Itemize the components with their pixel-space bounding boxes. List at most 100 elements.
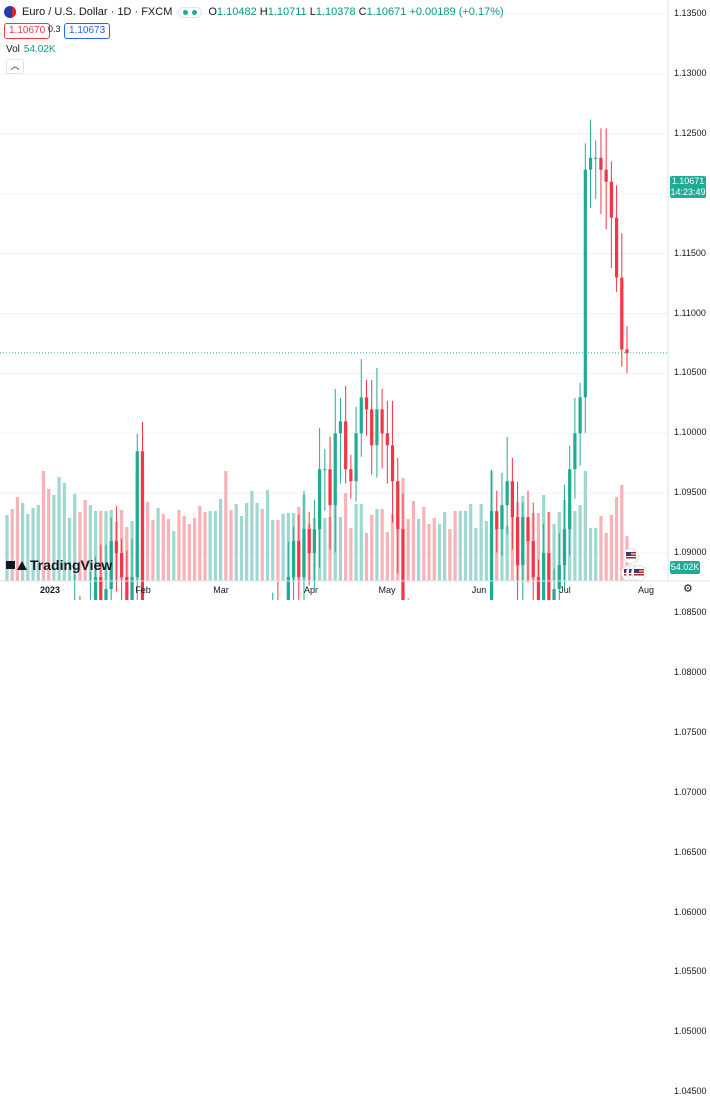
candle-body <box>583 169 587 398</box>
candle-body <box>302 529 306 578</box>
candle-body <box>620 277 624 350</box>
volume-bar <box>47 489 51 581</box>
candle-body <box>130 577 134 600</box>
volume-bar <box>239 516 244 581</box>
volume-bar <box>229 510 233 581</box>
volume-bar <box>552 524 556 581</box>
price-tick-label: 1.09000 <box>674 547 707 558</box>
candle-body <box>333 433 337 506</box>
candle-body <box>531 541 535 578</box>
market-status-dots-icon[interactable] <box>178 6 203 18</box>
volume-bar <box>422 507 426 581</box>
volume-bar <box>182 516 186 581</box>
buy-button[interactable]: 1.10673 <box>64 23 111 39</box>
candle-body <box>594 157 598 159</box>
volume-bar <box>177 510 181 581</box>
price-tick-label: 1.05000 <box>674 1026 707 1037</box>
tradingview-logo[interactable]: TradingView <box>6 557 112 573</box>
candle-body <box>297 541 301 578</box>
volume-bars <box>5 471 629 581</box>
volume-legend[interactable]: Vol 54.02K <box>6 44 56 55</box>
volume-bar <box>213 511 218 581</box>
volume-bar <box>265 490 270 581</box>
volume-bar <box>364 533 369 581</box>
volume-bar <box>73 494 77 581</box>
candle-body <box>99 577 103 600</box>
candle-body <box>526 517 530 542</box>
candle-body <box>120 553 124 578</box>
price-tick-label: 1.08500 <box>674 607 707 617</box>
candle-body <box>104 589 108 600</box>
price-tick-label: 1.13000 <box>674 67 707 78</box>
candles <box>74 119 629 600</box>
volume-bar <box>427 524 431 581</box>
price-tick-label: 1.09500 <box>674 487 707 498</box>
candle-body <box>338 421 343 434</box>
candle-body <box>370 409 374 446</box>
time-tick-label: Mar <box>213 585 229 595</box>
price-tick-label: 1.12500 <box>674 127 707 138</box>
volume-bar <box>578 505 582 581</box>
candle-body <box>354 433 358 482</box>
candle-body <box>505 481 509 506</box>
volume-bar <box>604 533 608 581</box>
logo-text: TradingView <box>30 557 113 573</box>
volume-bar <box>21 503 25 581</box>
us-flag-event-icon[interactable] <box>623 548 639 564</box>
tradingview-logo-icon <box>6 559 27 571</box>
chart-canvas[interactable] <box>0 0 710 600</box>
volume-bar <box>463 511 468 581</box>
gear-icon[interactable]: ⚙ <box>683 583 693 595</box>
volume-bar <box>83 500 87 581</box>
price-tick-label: 1.11500 <box>674 247 706 258</box>
time-tick-label: Jul <box>559 585 571 595</box>
price-tick-label: 1.07000 <box>674 786 707 797</box>
countdown-value: 14:23:49 <box>670 187 706 197</box>
volume-bar <box>437 524 442 581</box>
volume-bar <box>474 528 478 581</box>
volume-bar <box>599 516 603 581</box>
price-tick-label: 1.05500 <box>674 966 707 977</box>
volume-bar <box>609 515 613 581</box>
volume-bar <box>161 514 165 581</box>
spread-value: 0.3 <box>48 24 61 34</box>
volume-bar <box>10 509 14 581</box>
close-value: 1.10671 <box>366 6 407 18</box>
time-tick-label: May <box>378 585 396 595</box>
volume-bar <box>505 526 509 581</box>
volume-bar <box>271 520 275 581</box>
candle-body <box>609 181 613 218</box>
candle-body <box>109 541 113 590</box>
chevron-up-icon[interactable]: ︿ <box>6 59 24 74</box>
price-tick-label: 1.10500 <box>674 367 707 378</box>
candle-body <box>291 541 296 578</box>
open-value: 1.10482 <box>216 6 257 18</box>
last-price-label: 1.10671 14:23:49 <box>670 176 706 198</box>
volume-bar <box>380 509 384 581</box>
volume-bar <box>458 511 462 581</box>
candle-body <box>500 505 504 530</box>
candle-body <box>286 577 290 600</box>
candle-body <box>401 529 405 600</box>
us-flag-event-icon[interactable] <box>631 565 647 581</box>
volume-bar <box>36 505 40 581</box>
volume-bar <box>172 531 176 581</box>
symbol-title[interactable]: Euro / U.S. Dollar · 1D · FXCM <box>22 6 173 18</box>
volume-bar <box>432 518 436 581</box>
volume-bar <box>344 493 348 581</box>
volume-bar <box>198 506 202 581</box>
candle-body <box>323 469 327 471</box>
candle-body <box>510 481 514 518</box>
low-value: 1.10378 <box>315 6 356 18</box>
candle-body <box>552 589 556 600</box>
volume-bar <box>166 519 171 581</box>
candle-body <box>515 517 520 566</box>
volume-bar <box>245 503 249 581</box>
volume-bar <box>146 502 150 581</box>
candle-body <box>573 433 577 470</box>
volume-bar <box>443 512 447 581</box>
volume-bar <box>57 477 61 581</box>
sell-button[interactable]: 1.10670 <box>4 23 51 39</box>
volume-bar <box>390 514 395 581</box>
volume-bar <box>234 504 238 581</box>
